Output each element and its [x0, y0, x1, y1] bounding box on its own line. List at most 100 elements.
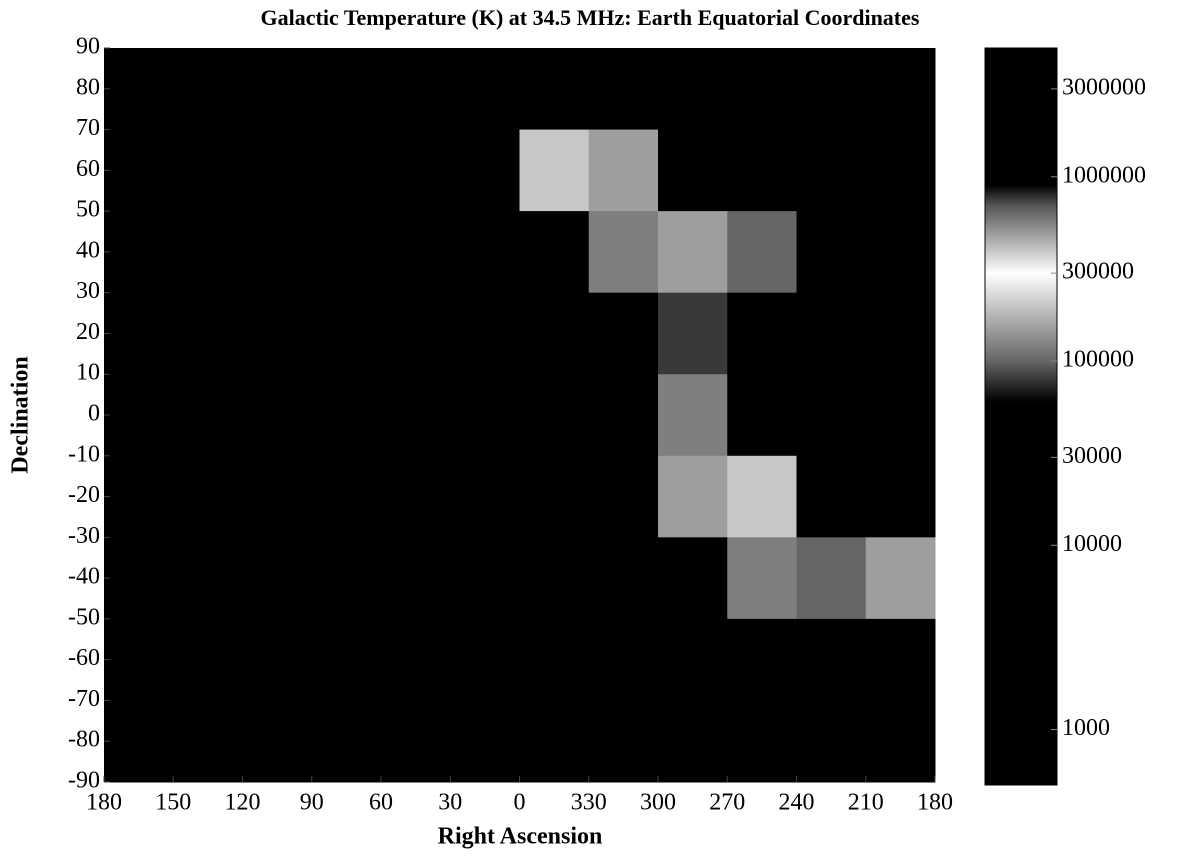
- heat-cell: [104, 455, 174, 538]
- colorbar-tick-label: 30000: [1062, 443, 1122, 469]
- heat-cell: [242, 618, 313, 701]
- y-tick-label: -60: [68, 645, 100, 671]
- x-tick-label: 180: [86, 790, 122, 816]
- heat-cell: [588, 129, 659, 212]
- heat-cell: [588, 537, 659, 620]
- heat-cell: [519, 618, 590, 701]
- heat-cell: [311, 700, 382, 783]
- heat-cell: [311, 211, 382, 294]
- y-tick-label: 20: [76, 319, 100, 345]
- y-tick-label: 0: [88, 401, 100, 427]
- heat-cell: [588, 211, 659, 294]
- heat-cell: [104, 374, 174, 457]
- heat-cell: [658, 292, 728, 375]
- colorbar-tick-label: 1000: [1062, 715, 1110, 741]
- heat-cell: [865, 537, 936, 620]
- heat-cell: [311, 618, 382, 701]
- heat-cell: [311, 48, 382, 131]
- x-tick-label: 330: [571, 790, 607, 816]
- x-tick-label: 0: [514, 790, 526, 816]
- y-tick-label: 60: [76, 156, 100, 182]
- colorbar-tick-label: 3000000: [1062, 74, 1146, 100]
- heat-cell: [242, 292, 313, 375]
- x-tick-label: 120: [225, 790, 261, 816]
- heat-cell: [450, 618, 520, 701]
- heat-cell: [588, 374, 659, 457]
- heat-cell: [727, 129, 797, 212]
- y-tick-label: -40: [68, 564, 100, 590]
- heat-cell: [173, 211, 243, 294]
- heat-cell: [381, 211, 451, 294]
- heat-cell: [796, 537, 867, 620]
- heat-cell: [519, 537, 590, 620]
- heat-cell: [173, 455, 243, 538]
- heat-cell: [588, 700, 659, 783]
- y-tick-label: 10: [76, 360, 100, 386]
- heat-cell: [658, 129, 728, 212]
- heat-cell: [381, 129, 451, 212]
- heat-cell: [519, 374, 590, 457]
- heat-cell: [311, 292, 382, 375]
- heat-cell: [519, 455, 590, 538]
- x-tick-label: 30: [438, 790, 462, 816]
- heat-cell: [242, 374, 313, 457]
- heat-cell: [658, 700, 728, 783]
- heat-cell: [727, 455, 797, 538]
- heat-cell: [727, 211, 797, 294]
- heat-cell: [588, 292, 659, 375]
- heat-cell: [173, 700, 243, 783]
- x-tick-label: 270: [709, 790, 745, 816]
- x-tick-label: 90: [300, 790, 324, 816]
- heat-cell: [381, 618, 451, 701]
- heat-cell: [796, 48, 867, 131]
- heat-cell: [104, 292, 174, 375]
- heat-cell: [865, 455, 936, 538]
- heat-cell: [311, 537, 382, 620]
- heat-cell: [173, 537, 243, 620]
- heat-cell: [796, 211, 867, 294]
- heat-cell: [450, 292, 520, 375]
- y-axis-label: Declination: [8, 356, 34, 473]
- heat-cell: [242, 48, 313, 131]
- y-tick-label: 90: [76, 34, 100, 60]
- y-tick-label: -90: [68, 768, 100, 794]
- heat-cell: [450, 374, 520, 457]
- heat-cell: [865, 292, 936, 375]
- heat-cell: [796, 700, 867, 783]
- heat-cell: [450, 537, 520, 620]
- heat-cell: [519, 700, 590, 783]
- heat-cell: [242, 537, 313, 620]
- heat-cell: [381, 537, 451, 620]
- heat-cell: [381, 700, 451, 783]
- y-tick-label: -20: [68, 482, 100, 508]
- heat-cell: [865, 48, 936, 131]
- heat-cell: [519, 292, 590, 375]
- y-tick-label: 40: [76, 237, 100, 263]
- heat-cell: [104, 211, 174, 294]
- colorbar-tick-label: 10000: [1062, 531, 1122, 557]
- heat-cell: [658, 211, 728, 294]
- y-tick-label: -30: [68, 523, 100, 549]
- heat-cell: [727, 48, 797, 131]
- colorbar-tick-label: 100000: [1062, 347, 1134, 373]
- heat-cell: [865, 211, 936, 294]
- heat-cell: [658, 48, 728, 131]
- heat-cell: [450, 455, 520, 538]
- heat-cell: [450, 129, 520, 212]
- heat-cell: [311, 455, 382, 538]
- heat-cell: [450, 48, 520, 131]
- heat-cell: [104, 48, 174, 131]
- heat-cell: [450, 211, 520, 294]
- heat-cell: [104, 618, 174, 701]
- heat-cell: [865, 700, 936, 783]
- heat-cell: [588, 618, 659, 701]
- heat-cell: [796, 374, 867, 457]
- x-tick-label: 180: [917, 790, 953, 816]
- x-tick-label: 300: [640, 790, 676, 816]
- y-tick-label: -10: [68, 441, 100, 467]
- heat-cell: [173, 48, 243, 131]
- heat-cell: [658, 374, 728, 457]
- heat-cell: [865, 129, 936, 212]
